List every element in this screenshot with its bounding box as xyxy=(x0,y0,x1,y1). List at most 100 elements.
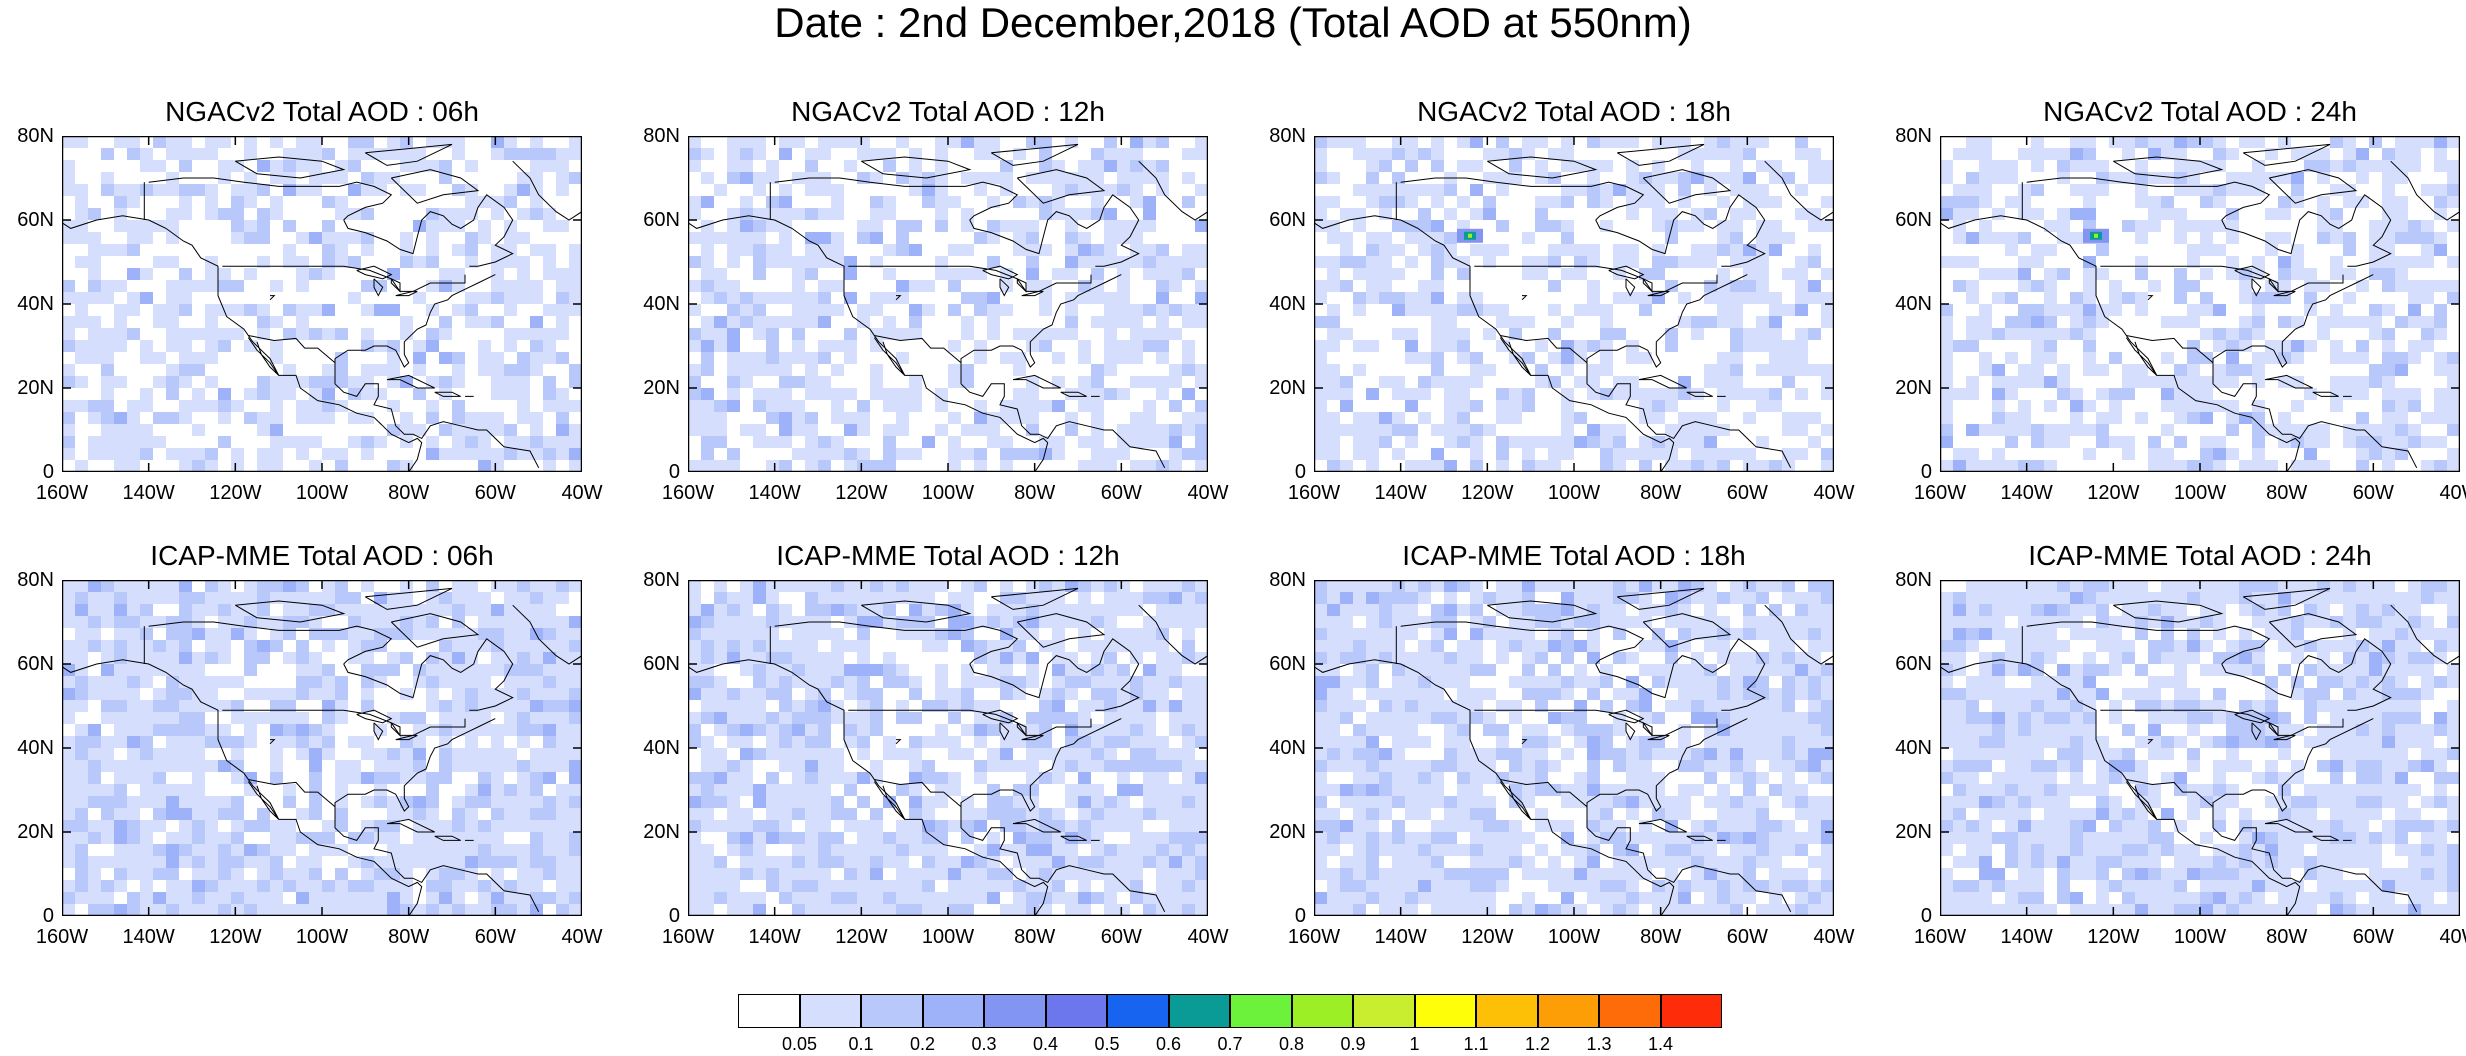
lat-tick-label: 80N xyxy=(17,569,54,591)
lon-tick-label: 40W xyxy=(1187,482,1229,504)
lon-tick-label: 60W xyxy=(1726,926,1768,948)
aod-field xyxy=(1314,136,1834,472)
map-panel: ICAP-MME Total AOD : 18h 80N 60N 40N 20N 0 160… xyxy=(1269,540,1854,948)
lon-tick-label: 140W xyxy=(1374,926,1427,948)
lat-tick-label: 20N xyxy=(643,821,680,843)
lon-tick-label: 40W xyxy=(561,926,603,948)
aod-field xyxy=(1940,136,2460,472)
lat-tick-label: 80N xyxy=(643,125,680,147)
axis-ticks xyxy=(1940,580,2460,916)
map-panel: ICAP-MME Total AOD : 12h 80N 60N 40N 20N 0 160… xyxy=(643,540,1228,948)
colorbar-swatch xyxy=(1537,994,1599,1028)
aod-map xyxy=(1940,580,2460,916)
map-panel: ICAP-MME Total AOD : 06h 80N 60N 40N 20N 0 160… xyxy=(17,540,602,948)
lon-tick-label: 40W xyxy=(2439,482,2466,504)
lon-tick-label: 160W xyxy=(1287,926,1341,948)
aod-field xyxy=(688,136,1208,472)
lat-tick-label: 40N xyxy=(1269,293,1306,315)
colorbar-swatch xyxy=(984,994,1046,1028)
lon-tick-label: 160W xyxy=(1913,482,1967,504)
lon-tick-label: 40W xyxy=(1813,926,1855,948)
lon-tick-label: 120W xyxy=(2087,482,2140,504)
colorbar-swatch xyxy=(1599,994,1661,1028)
lon-tick-label: 80W xyxy=(1014,926,1056,948)
lon-tick-label: 80W xyxy=(1640,482,1682,504)
lat-tick-label: 20N xyxy=(1895,821,1932,843)
lon-tick-label: 140W xyxy=(748,482,801,504)
lon-tick-label: 60W xyxy=(474,926,516,948)
figure-title: Date : 2nd December,2018 (Total AOD at 5… xyxy=(774,0,1692,46)
lon-tick-label: 100W xyxy=(295,482,349,504)
lat-tick-label: 60N xyxy=(1269,209,1306,231)
lon-tick-label: 160W xyxy=(35,482,89,504)
lon-tick-label: 140W xyxy=(2000,926,2053,948)
colorbar-label: 1.2 xyxy=(1524,1034,1551,1054)
panel-title: ICAP-MME Total AOD : 18h xyxy=(1402,540,1746,571)
lon-tick-label: 100W xyxy=(1547,482,1601,504)
colorbar-label: 0.4 xyxy=(1032,1034,1059,1054)
aod-field xyxy=(1940,580,2460,916)
lat-tick-label: 60N xyxy=(1895,209,1932,231)
lon-tick-label: 100W xyxy=(921,482,975,504)
colorbar-label: 0.2 xyxy=(909,1034,936,1054)
aod-map xyxy=(1940,136,2460,472)
coastlines xyxy=(1940,587,2460,916)
lon-tick-label: 80W xyxy=(1014,482,1056,504)
panel-title: NGACv2 Total AOD : 12h xyxy=(791,96,1105,127)
axis-ticks xyxy=(1940,136,2460,472)
aod-map xyxy=(688,580,1208,916)
lon-tick-label: 120W xyxy=(209,926,262,948)
lon-tick-label: 160W xyxy=(1913,926,1967,948)
aod-map xyxy=(62,136,582,472)
axis-ticks xyxy=(62,136,582,472)
colorbar-label: 0.8 xyxy=(1278,1034,1305,1054)
aod-field xyxy=(688,580,1208,916)
lon-tick-label: 120W xyxy=(2087,926,2140,948)
lat-tick-label: 20N xyxy=(643,377,680,399)
lat-tick-label: 20N xyxy=(1269,821,1306,843)
axis-ticks xyxy=(1314,580,1834,916)
lon-tick-label: 40W xyxy=(1187,926,1229,948)
colorbar-swatch xyxy=(1353,994,1415,1028)
lat-tick-label: 40N xyxy=(17,737,54,759)
lon-tick-label: 100W xyxy=(2173,482,2227,504)
colorbar-swatch xyxy=(738,994,800,1028)
colorbar-label: 1.3 xyxy=(1586,1034,1612,1054)
colorbar-label: 0.3 xyxy=(971,1034,997,1054)
lon-tick-label: 140W xyxy=(2000,482,2053,504)
lat-tick-label: 0 xyxy=(1294,461,1306,483)
lat-tick-label: 20N xyxy=(1269,377,1306,399)
lat-tick-label: 0 xyxy=(1294,905,1306,927)
lon-tick-label: 120W xyxy=(835,482,888,504)
lat-tick-label: 60N xyxy=(643,209,680,231)
aod-map xyxy=(62,580,582,916)
lon-tick-label: 40W xyxy=(1813,482,1855,504)
panel-title: NGACv2 Total AOD : 06h xyxy=(165,96,479,127)
lon-tick-label: 60W xyxy=(1100,482,1142,504)
axis-ticks xyxy=(1314,136,1834,472)
lat-tick-label: 0 xyxy=(42,905,54,927)
aod-map xyxy=(1314,136,1834,472)
lat-tick-label: 0 xyxy=(668,461,680,483)
colorbar-swatch xyxy=(922,994,984,1028)
lon-tick-label: 60W xyxy=(2352,482,2394,504)
colorbar-label: 0.1 xyxy=(848,1034,874,1054)
colorbar-swatch xyxy=(1414,994,1476,1028)
lat-tick-label: 80N xyxy=(1895,569,1932,591)
lon-tick-label: 160W xyxy=(1287,482,1341,504)
lon-tick-label: 100W xyxy=(295,926,349,948)
lon-tick-label: 60W xyxy=(474,482,516,504)
coastlines xyxy=(1314,143,1834,472)
lat-tick-label: 40N xyxy=(643,737,680,759)
lat-tick-label: 40N xyxy=(1895,293,1932,315)
axis-ticks xyxy=(62,580,582,916)
aod-field xyxy=(62,580,582,916)
lat-tick-label: 0 xyxy=(668,905,680,927)
axis-ticks xyxy=(688,136,1208,472)
lon-tick-label: 160W xyxy=(661,926,715,948)
panel-title: NGACv2 Total AOD : 18h xyxy=(1417,96,1731,127)
lon-tick-label: 120W xyxy=(1461,482,1514,504)
lat-tick-label: 40N xyxy=(1895,737,1932,759)
lon-tick-label: 140W xyxy=(122,482,175,504)
colorbar-label: 0.5 xyxy=(1094,1034,1120,1054)
